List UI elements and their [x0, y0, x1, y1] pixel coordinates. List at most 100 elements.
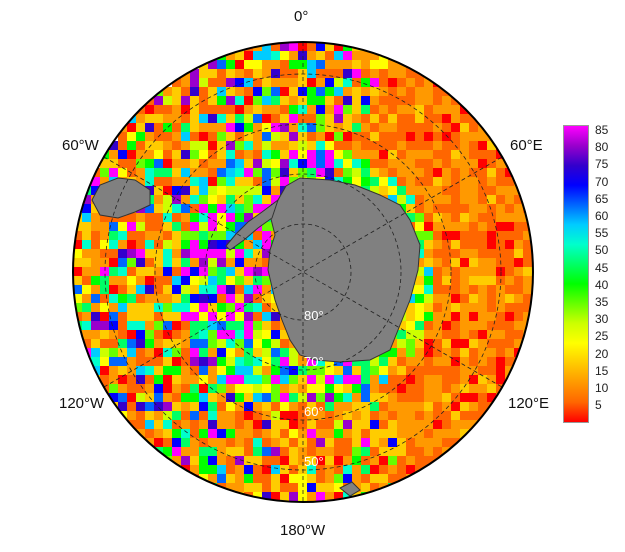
data-cell	[217, 96, 226, 105]
data-cell	[208, 267, 217, 276]
data-cell	[289, 420, 298, 429]
data-cell	[343, 87, 352, 96]
data-cell	[433, 105, 442, 114]
data-cell	[361, 78, 370, 87]
data-cell	[469, 348, 478, 357]
data-cell	[406, 402, 415, 411]
data-cell	[433, 213, 442, 222]
data-cell	[487, 384, 496, 393]
data-cell	[172, 258, 181, 267]
data-cell	[244, 474, 253, 483]
data-cell	[370, 456, 379, 465]
data-cell	[415, 438, 424, 447]
data-cell	[316, 357, 325, 366]
data-cell	[118, 294, 127, 303]
data-cell	[379, 168, 388, 177]
data-cell	[163, 114, 172, 123]
data-cell	[397, 357, 406, 366]
data-cell	[343, 465, 352, 474]
data-cell	[190, 186, 199, 195]
data-cell	[235, 150, 244, 159]
data-cell	[469, 438, 478, 447]
data-cell	[235, 285, 244, 294]
data-cell	[325, 492, 334, 501]
data-cell	[433, 186, 442, 195]
data-cell	[91, 339, 100, 348]
data-cell	[406, 195, 415, 204]
data-cell	[433, 123, 442, 132]
data-cell	[226, 321, 235, 330]
data-cell	[217, 60, 226, 69]
data-cell	[487, 231, 496, 240]
data-cell	[226, 357, 235, 366]
data-cell	[190, 447, 199, 456]
data-cell	[190, 321, 199, 330]
data-cell	[100, 249, 109, 258]
data-cell	[469, 303, 478, 312]
data-cell	[82, 294, 91, 303]
data-cell	[388, 132, 397, 141]
data-cell	[244, 87, 253, 96]
data-cell	[442, 123, 451, 132]
data-cell	[145, 276, 154, 285]
data-cell	[253, 384, 262, 393]
data-cell	[271, 141, 280, 150]
data-cell	[136, 339, 145, 348]
data-cell	[469, 105, 478, 114]
data-cell	[361, 60, 370, 69]
data-cell	[262, 483, 271, 492]
data-cell	[352, 411, 361, 420]
data-cell	[127, 375, 136, 384]
data-cell	[235, 357, 244, 366]
data-cell	[352, 384, 361, 393]
data-cell	[190, 429, 199, 438]
data-cell	[523, 348, 532, 357]
data-cell	[262, 42, 271, 51]
data-cell	[109, 384, 118, 393]
data-cell	[244, 114, 253, 123]
data-cell	[451, 447, 460, 456]
data-cell	[487, 321, 496, 330]
data-cell	[397, 474, 406, 483]
data-cell	[262, 141, 271, 150]
data-cell	[253, 258, 262, 267]
data-cell	[460, 303, 469, 312]
data-cell	[379, 447, 388, 456]
data-cell	[100, 276, 109, 285]
data-cell	[451, 384, 460, 393]
data-cell	[397, 447, 406, 456]
data-cell	[442, 276, 451, 285]
data-cell	[370, 384, 379, 393]
data-cell	[505, 177, 514, 186]
data-cell	[469, 159, 478, 168]
data-cell	[460, 231, 469, 240]
data-cell	[262, 393, 271, 402]
data-cell	[496, 222, 505, 231]
data-cell	[451, 177, 460, 186]
data-cell	[397, 96, 406, 105]
data-cell	[208, 429, 217, 438]
data-cell	[325, 42, 334, 51]
data-cell	[73, 285, 82, 294]
data-cell	[244, 393, 253, 402]
data-cell	[163, 105, 172, 114]
data-cell	[262, 132, 271, 141]
data-cell	[433, 411, 442, 420]
data-cell	[406, 330, 415, 339]
data-cell	[523, 249, 532, 258]
data-cell	[343, 96, 352, 105]
data-cell	[379, 366, 388, 375]
data-cell	[523, 195, 532, 204]
data-cell	[100, 330, 109, 339]
data-cell	[496, 375, 505, 384]
data-cell	[208, 357, 217, 366]
data-cell	[253, 375, 262, 384]
data-cell	[262, 429, 271, 438]
data-cell	[73, 276, 82, 285]
data-cell	[82, 303, 91, 312]
data-cell	[343, 447, 352, 456]
data-cell	[136, 114, 145, 123]
data-cell	[163, 294, 172, 303]
data-cell	[298, 51, 307, 60]
data-cell	[316, 132, 325, 141]
